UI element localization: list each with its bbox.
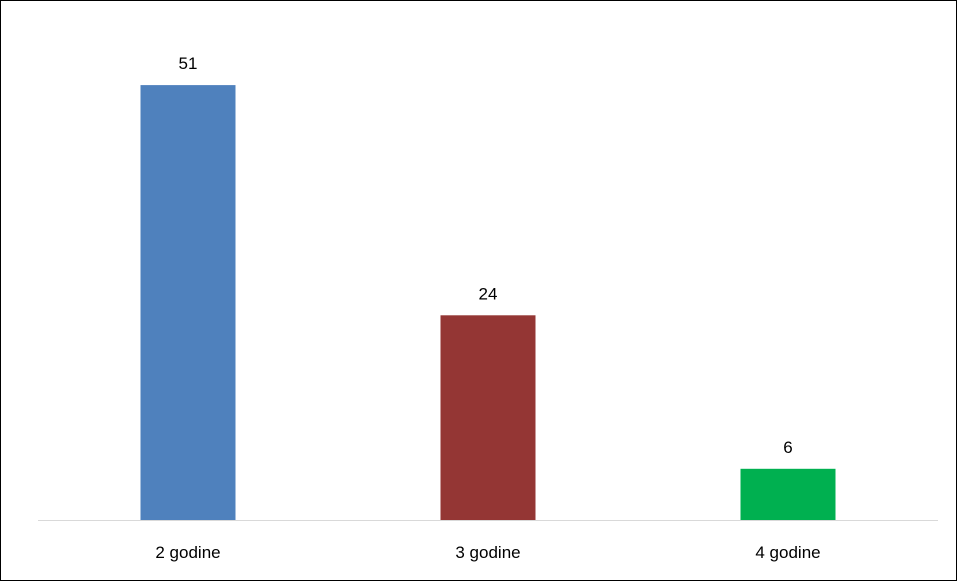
data-label-1: 51 [179, 54, 198, 73]
data-label-2: 24 [479, 284, 498, 303]
bars-layer [140, 85, 836, 520]
bar-1 [140, 85, 236, 520]
bar-2 [440, 315, 536, 520]
x-tick-label-1: 2 godine [155, 543, 220, 562]
bar-3 [740, 468, 836, 520]
x-tick-label-2: 3 godine [455, 543, 520, 562]
data-labels-layer: 51 24 6 [179, 54, 793, 457]
x-tick-label-3: 4 godine [755, 543, 820, 562]
data-label-3: 6 [783, 438, 792, 457]
x-tick-labels-layer: 2 godine 3 godine 4 godine [155, 543, 820, 562]
